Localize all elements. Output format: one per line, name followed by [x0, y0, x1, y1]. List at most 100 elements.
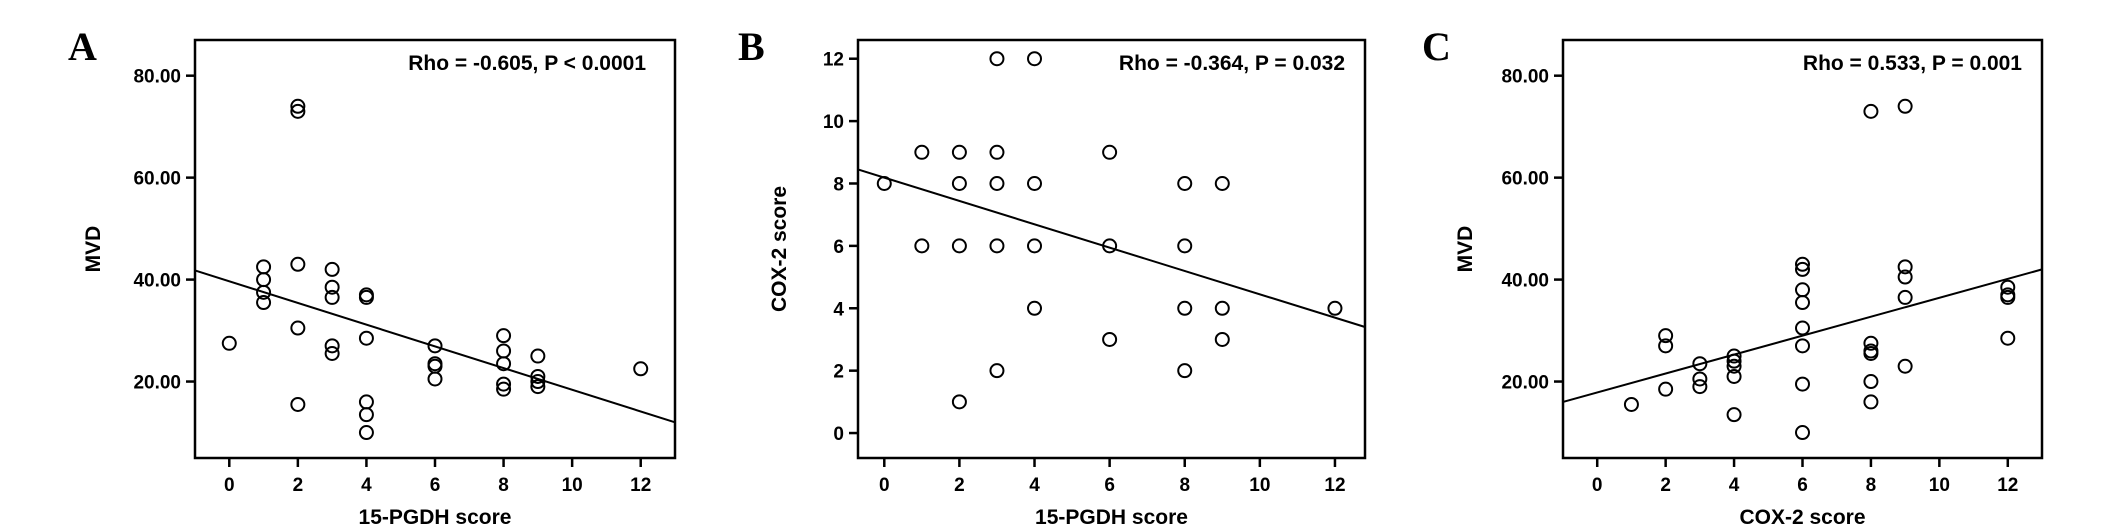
y-tick-label: 6	[833, 237, 844, 258]
plot-frame	[193, 38, 677, 460]
data-point	[989, 144, 1005, 160]
y-tick-label: 20.00	[133, 373, 181, 394]
data-point	[427, 338, 443, 354]
data-point	[1214, 300, 1230, 316]
x-tick-label: 0	[1592, 475, 1603, 496]
fit-line	[194, 269, 676, 424]
data-point	[256, 272, 272, 288]
data-point	[256, 259, 272, 275]
x-tick-label: 8	[498, 475, 509, 496]
data-point	[427, 371, 443, 387]
data-point	[1177, 300, 1193, 316]
data-point	[1102, 238, 1118, 254]
data-point	[1863, 394, 1879, 410]
x-tick-label: 4	[361, 475, 372, 496]
data-point	[290, 256, 306, 272]
data-point	[989, 363, 1005, 379]
y-tick-label: 12	[823, 50, 844, 71]
data-point	[530, 379, 546, 395]
panel-letter: C	[1422, 24, 1451, 69]
x-axis-label: 15-PGDH score	[1035, 506, 1188, 529]
y-tick-label: 60.00	[133, 169, 181, 190]
data-point	[876, 175, 892, 191]
data-point	[358, 407, 374, 423]
data-point	[324, 289, 340, 305]
data-point	[496, 376, 512, 392]
data-point	[1102, 144, 1118, 160]
data-point	[1027, 51, 1043, 67]
y-axis-label: COX-2 score	[768, 186, 791, 312]
data-point	[256, 295, 272, 311]
data-point	[1177, 175, 1193, 191]
x-tick-label: 0	[879, 475, 890, 496]
chart-panel-a: A 0 2 4 6 8 10 12 20.00 40.00 60.00 80.00 15-PGDH sc…	[68, 24, 677, 529]
data-point	[324, 346, 340, 361]
x-tick-label: 8	[1866, 475, 1877, 496]
plot-frame	[856, 38, 1367, 460]
data-point	[989, 238, 1005, 254]
data-point	[1795, 282, 1810, 298]
y-tick-label: 80.00	[133, 67, 181, 88]
correlation-annotation: Rho = -0.364, P = 0.032	[1119, 52, 1345, 75]
data-point	[1795, 425, 1810, 441]
data-point	[324, 261, 340, 277]
correlation-annotation: Rho = 0.533, P = 0.001	[1803, 52, 2022, 75]
data-point	[1726, 353, 1742, 369]
x-tick-label: 6	[430, 475, 441, 496]
data-point	[1102, 331, 1118, 347]
x-tick-label: 8	[1179, 475, 1190, 496]
x-axis-label: COX-2 score	[1739, 506, 1865, 529]
data-point	[1863, 346, 1879, 361]
data-point	[989, 175, 1005, 191]
data-point	[358, 425, 374, 441]
x-tick-label: 10	[562, 475, 583, 496]
data-point	[1795, 261, 1810, 277]
data-point	[256, 284, 272, 300]
data-point	[1863, 335, 1879, 351]
data-point	[2000, 330, 2016, 346]
data-point	[1863, 103, 1879, 119]
y-tick-label: 40.00	[1501, 271, 1549, 292]
data-point	[358, 330, 374, 346]
y-tick-label: 60.00	[1501, 169, 1549, 190]
data-point	[496, 356, 512, 372]
x-tick-label: 4	[1029, 475, 1040, 496]
data-point	[1897, 358, 1913, 374]
y-tick-label: 0	[833, 424, 844, 445]
y-tick-label: 40.00	[133, 271, 181, 292]
data-point	[1726, 368, 1742, 384]
data-point	[496, 381, 512, 397]
data-point	[1027, 175, 1043, 191]
data-point	[1177, 363, 1193, 379]
data-point	[1795, 338, 1810, 354]
data-point	[633, 361, 649, 377]
x-tick-label: 2	[293, 475, 304, 496]
data-point	[1692, 371, 1708, 387]
x-tick-label: 12	[1997, 475, 2018, 496]
x-tick-label: 10	[1249, 475, 1270, 496]
data-point	[1214, 175, 1230, 191]
data-point	[324, 338, 340, 354]
x-tick-label: 10	[1929, 475, 1950, 496]
y-axis-label: MVD	[82, 226, 105, 273]
chart-panel-b: B 0 2 4 6 8 10 12 0 2 4 6 8 10 12 15-PGDH score COX-2 sc…	[738, 24, 1367, 529]
y-tick-label: 10	[823, 112, 844, 133]
data-point	[1214, 331, 1230, 347]
data-point	[1795, 256, 1810, 272]
fit-line	[857, 168, 1366, 328]
data-point	[1795, 295, 1810, 311]
y-tick-label: 4	[833, 299, 844, 320]
x-tick-label: 2	[1660, 475, 1671, 496]
y-tick-label: 80.00	[1501, 67, 1549, 88]
data-point	[496, 343, 512, 359]
fit-line	[1562, 268, 2043, 403]
data-point	[951, 394, 967, 410]
data-point	[914, 144, 930, 160]
data-point	[1897, 289, 1913, 305]
x-tick-label: 12	[630, 475, 651, 496]
data-point	[1897, 259, 1913, 275]
x-tick-label: 12	[1324, 475, 1345, 496]
data-point	[914, 238, 930, 254]
y-axis-label: MVD	[1454, 226, 1477, 273]
x-tick-label: 6	[1797, 475, 1808, 496]
